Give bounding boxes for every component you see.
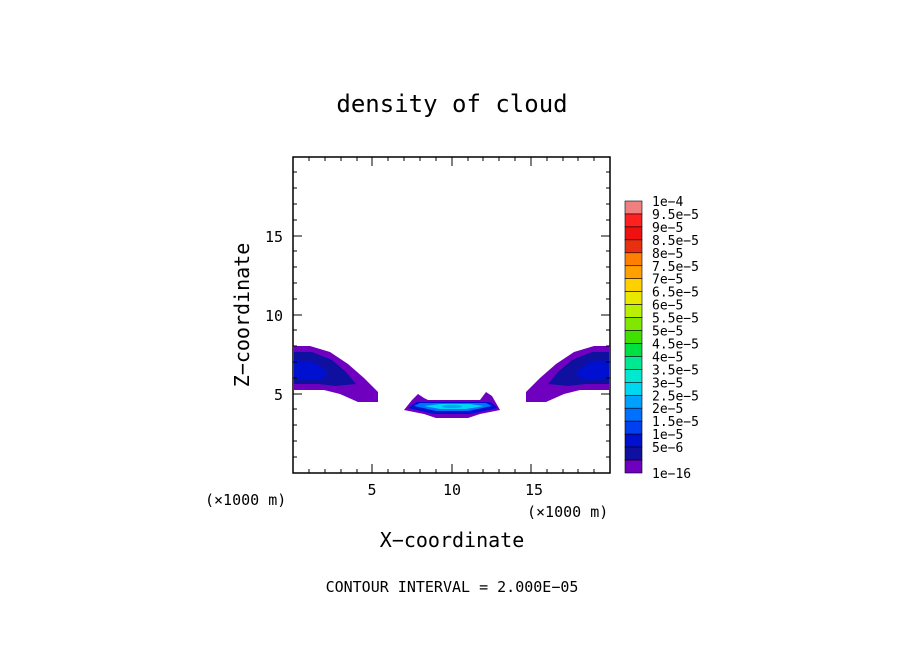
colorbar-label: 1e−4 [652,195,683,210]
colorbar-label: 6e−5 [652,299,683,314]
colorbar-label: 4e−5 [652,350,683,365]
colorbar-label: 7.5e−5 [652,260,699,275]
colorbar-swatch [624,356,643,370]
colorbar-label: 1.5e−5 [652,415,699,430]
colorbar-swatch [624,446,643,461]
colorbar-swatch [624,226,643,241]
colorbar-label: 5e−6 [652,441,683,456]
y-ticks [293,171,610,458]
colorbar-swatch [624,291,643,305]
y-tick-label-5: 5 [274,386,283,404]
colorbar-swatch [624,239,643,254]
colorbar: 1e−49.5e−59e−58.5e−58e−57.5e−57e−56.5e−5… [624,195,699,482]
colorbar-label: 7e−5 [652,273,683,288]
colorbar-swatch [624,278,643,292]
colorbar-label: 8.5e−5 [652,234,699,249]
colorbar-swatch [624,420,643,435]
x-tick-labels: 5 10 15 [367,481,543,499]
x-tick-label-5: 5 [367,481,376,499]
colorbar-label: 5.5e−5 [652,312,699,327]
colorbar-label: 2e−5 [652,402,683,417]
colorbar-swatch [624,200,643,215]
colorbar-swatch [624,304,643,318]
colorbar-swatch [624,265,643,280]
y-tick-labels: 5 10 15 [265,228,283,404]
x-unit-label: (×1000 m) [527,503,608,521]
colorbar-label: 6.5e−5 [652,286,699,301]
colorbar-swatch [624,394,643,409]
y-tick-label-15: 15 [265,228,283,246]
cloud-right-inner [576,360,609,380]
colorbar-swatch [624,382,643,396]
colorbar-swatch [624,369,643,383]
x-ticks [308,157,595,473]
colorbar-swatch [624,459,643,474]
chart-title: density of cloud [336,90,567,118]
y-unit-label: (×1000 m) [205,491,286,509]
colorbar-label: 1e−16 [652,467,691,482]
y-tick-label-10: 10 [265,307,283,325]
colorbar-label: 4.5e−5 [652,337,699,352]
plot-frame [292,156,611,474]
x-tick-label-10: 10 [443,481,461,499]
contour-interval-label: CONTOUR INTERVAL = 2.000E−05 [326,578,579,596]
cloud-center [404,392,500,418]
cloud-left-inner [294,360,328,380]
colorbar-label: 9.5e−5 [652,208,699,223]
colorbar-swatch [624,317,643,331]
plot-area [292,156,611,474]
cloud-right [526,346,609,402]
x-axis-label: X−coordinate [380,528,525,552]
colorbar-swatch [624,343,643,357]
y-axis-label: Z−coordinate [230,243,254,388]
colorbar-label: 3e−5 [652,376,683,391]
cloud-center-core [442,404,462,409]
colorbar-label: 2.5e−5 [652,389,699,404]
colorbar-swatch [624,213,643,228]
colorbar-swatch [624,330,643,344]
colorbar-swatch [624,252,643,267]
cloud-left [294,346,378,402]
colorbar-swatch [624,407,643,422]
colorbar-label: 8e−5 [652,247,683,262]
x-tick-label-15: 15 [525,481,543,499]
colorbar-label: 1e−5 [652,428,683,443]
colorbar-label: 5e−5 [652,325,683,340]
colorbar-swatch [624,433,643,448]
colorbar-label: 9e−5 [652,221,683,236]
colorbar-label: 3.5e−5 [652,363,699,378]
